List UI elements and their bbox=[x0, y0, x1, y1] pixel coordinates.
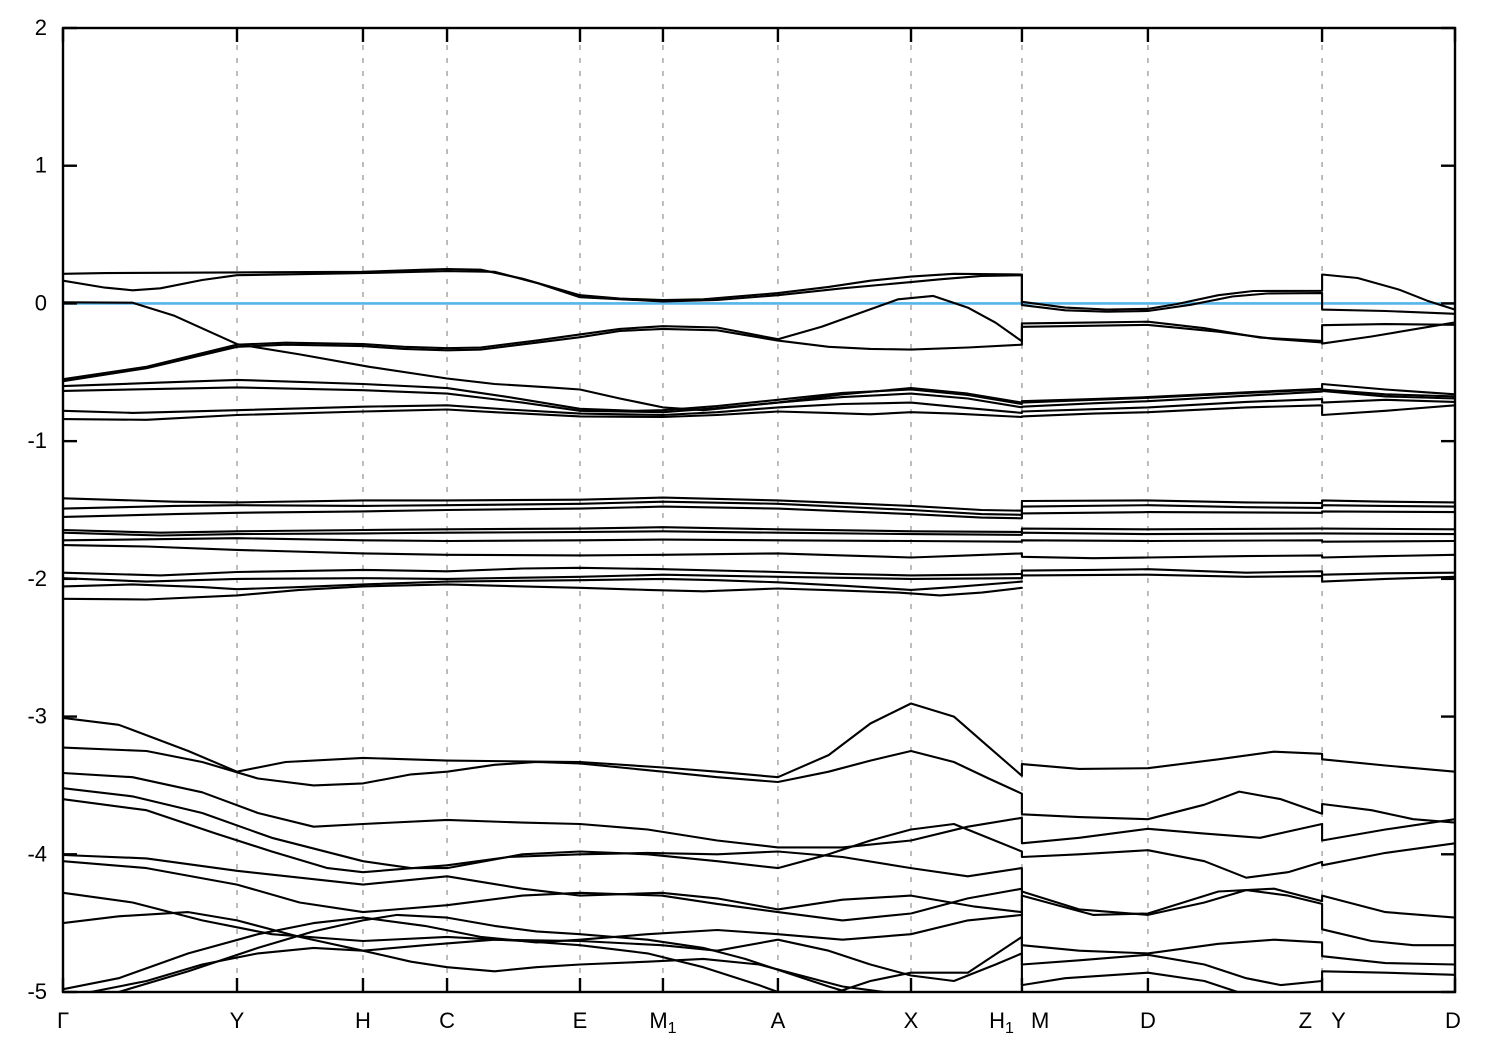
k-point-label: Z bbox=[1299, 1008, 1312, 1033]
band-line bbox=[63, 267, 1455, 311]
band-line bbox=[63, 500, 1455, 516]
k-point-label: Y bbox=[230, 1008, 245, 1033]
band-line bbox=[63, 702, 1455, 779]
y-tick-label: -1 bbox=[27, 428, 47, 453]
y-axis-tick-labels: 2 1 0 -1 -2 -3 -4 -5 bbox=[27, 15, 47, 1004]
band-line bbox=[63, 378, 1455, 412]
band-line bbox=[63, 583, 1023, 601]
band-line bbox=[63, 505, 1455, 520]
axis-ticks bbox=[61, 26, 1457, 994]
band-line bbox=[63, 911, 1455, 987]
band-line bbox=[63, 323, 1455, 383]
band-line bbox=[63, 537, 1455, 543]
y-tick-label: 2 bbox=[35, 15, 47, 40]
band-line bbox=[63, 860, 1455, 966]
k-point-label: Γ bbox=[57, 1008, 69, 1033]
band-line bbox=[63, 526, 1455, 534]
k-point-label: M1 bbox=[649, 1008, 676, 1037]
k-point-label: H bbox=[355, 1008, 371, 1033]
energy-bands bbox=[63, 267, 1455, 992]
k-point-label: Y bbox=[1331, 1008, 1346, 1033]
y-tick-label: -2 bbox=[27, 566, 47, 591]
axis-box bbox=[61, 26, 1457, 994]
k-point-label: A bbox=[771, 1008, 786, 1033]
k-point-label: D bbox=[1140, 1008, 1156, 1033]
band-line bbox=[63, 746, 1455, 824]
k-point-label: X bbox=[904, 1008, 919, 1033]
k-point-label: D bbox=[1445, 1008, 1461, 1033]
k-point-label: C bbox=[439, 1008, 455, 1033]
y-tick-label: -3 bbox=[27, 704, 47, 729]
x-axis-k-point-labels: Γ Y H C E M1 A X H1 M D Z Y D bbox=[57, 1008, 1461, 1037]
band-line bbox=[63, 798, 1455, 947]
band-line bbox=[63, 544, 1455, 560]
k-point-label: H1 bbox=[989, 1008, 1014, 1037]
band-line bbox=[63, 771, 1455, 849]
band-line bbox=[63, 530, 1455, 537]
band-line bbox=[63, 404, 1455, 421]
band-line bbox=[63, 853, 1455, 919]
y-tick-label: 1 bbox=[35, 153, 47, 178]
band-line bbox=[63, 270, 1455, 315]
band-line bbox=[63, 891, 1242, 992]
y-tick-label: 0 bbox=[35, 290, 47, 315]
band-line bbox=[63, 294, 1455, 381]
band-line bbox=[63, 386, 1455, 414]
band-line bbox=[63, 398, 1455, 417]
band-line bbox=[63, 573, 1455, 583]
band-line bbox=[117, 913, 851, 992]
band-line bbox=[63, 913, 1023, 991]
y-tick-label: -5 bbox=[27, 979, 47, 1004]
band-line bbox=[63, 566, 1455, 577]
band-line bbox=[63, 787, 1455, 879]
k-point-label: E bbox=[573, 1008, 588, 1033]
band-line bbox=[63, 577, 1023, 591]
plot-border bbox=[61, 26, 1457, 994]
band-line bbox=[63, 496, 1455, 512]
k-point-label: M bbox=[1031, 1008, 1049, 1033]
y-tick-label: -4 bbox=[27, 841, 47, 866]
